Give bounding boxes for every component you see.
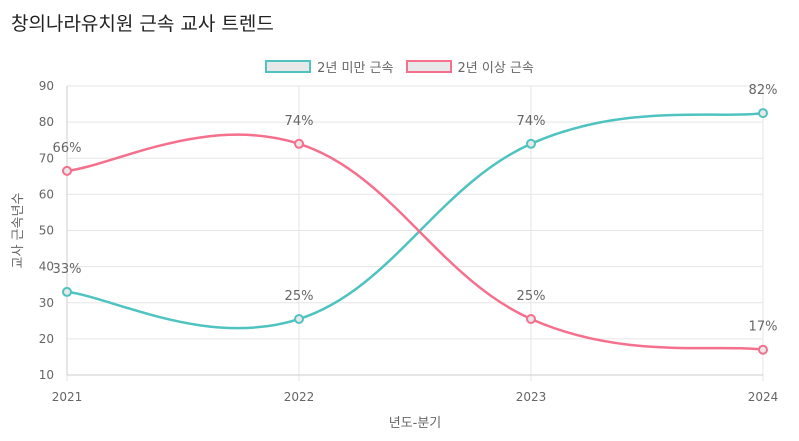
y-tick-label: 90 xyxy=(39,79,54,93)
chart-title: 창의나라유치원 근속 교사 트렌드 xyxy=(11,13,274,35)
y-tick-label: 30 xyxy=(39,296,54,310)
legend-label-series-2: 2년 이상 근속 xyxy=(457,61,534,76)
y-tick-label: 70 xyxy=(39,151,54,165)
data-label: 74% xyxy=(517,114,546,129)
x-tick-label: 2024 xyxy=(748,390,779,404)
y-tick-label: 40 xyxy=(39,260,54,274)
y-tick-label: 10 xyxy=(39,368,54,382)
y-tick-label: 50 xyxy=(39,224,54,238)
legend-item-series-2[interactable]: 2년 이상 근속 xyxy=(405,57,534,76)
legend-swatch-series-1 xyxy=(265,60,312,73)
data-point xyxy=(294,314,304,325)
legend-label-series-1: 2년 미만 근속 xyxy=(317,61,394,76)
legend-item-series-1[interactable]: 2년 미만 근속 xyxy=(265,57,394,76)
data-point xyxy=(526,314,536,325)
x-axis-title: 년도-분기 xyxy=(389,416,442,431)
data-label: 25% xyxy=(517,289,546,304)
series-line-1 xyxy=(66,111,764,330)
data-label: 17% xyxy=(749,320,778,335)
data-point xyxy=(526,138,536,149)
data-label: 82% xyxy=(749,83,778,98)
x-tick-label: 2022 xyxy=(284,390,315,404)
x-tick-label: 2021 xyxy=(52,390,83,404)
legend-swatch-series-2 xyxy=(405,60,452,73)
data-label: 74% xyxy=(285,114,314,129)
data-point xyxy=(758,108,768,119)
x-tick-label: 2023 xyxy=(516,390,547,404)
y-tick-label: 20 xyxy=(39,332,54,346)
data-label: 25% xyxy=(285,289,314,304)
data-point xyxy=(758,344,768,355)
series-line-2 xyxy=(66,133,764,351)
legend: 2년 미만 근속 2년 이상 근속 xyxy=(0,57,799,76)
y-tick-label: 80 xyxy=(39,115,54,129)
data-point xyxy=(62,165,72,176)
data-point xyxy=(294,138,304,149)
data-point xyxy=(62,286,72,297)
data-label: 33% xyxy=(53,262,82,277)
data-label: 66% xyxy=(53,141,82,156)
y-axis-title: 교사 근속년수 xyxy=(11,193,26,269)
y-tick-label: 60 xyxy=(39,187,54,201)
